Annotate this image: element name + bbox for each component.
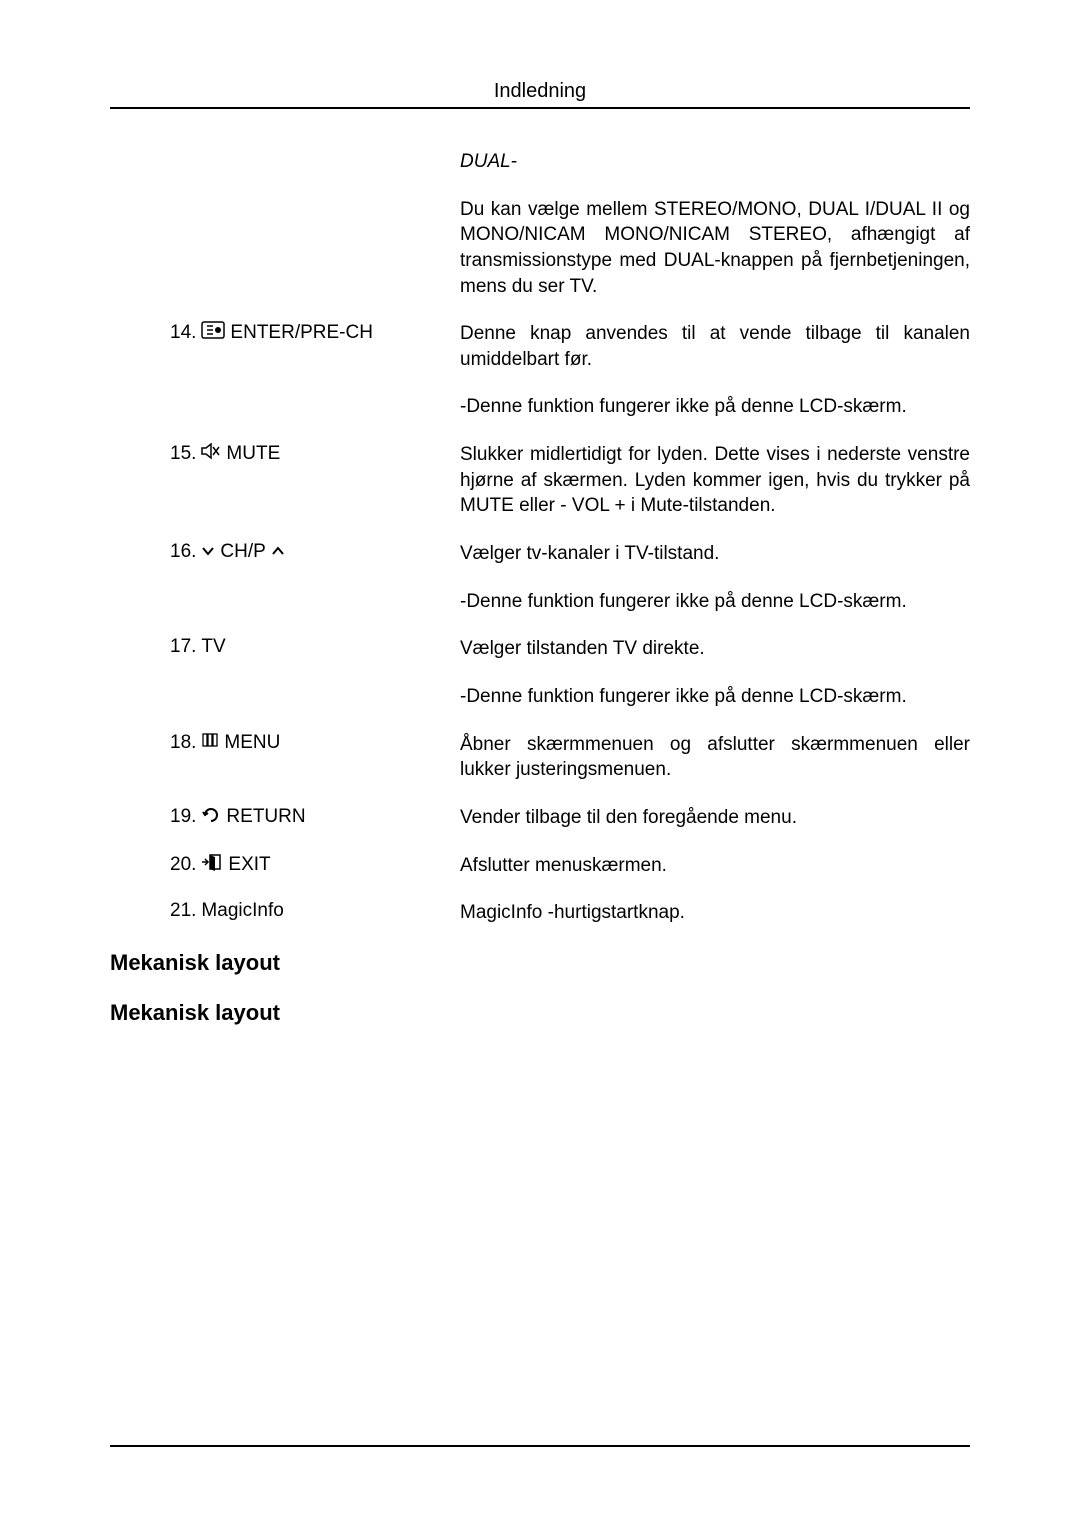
list-item: 16. CH/P Vælger tv-kanaler i TV-tilstand… [170, 541, 970, 567]
item-label-col: 19. RETURN [170, 805, 460, 829]
item-desc: Afslutter menuskærmen. [460, 853, 970, 879]
item-label: TV [201, 636, 225, 658]
item-label-col: 16. CH/P [170, 541, 460, 563]
item-number: 18. [170, 732, 196, 754]
footer-rule [110, 1445, 970, 1447]
chevron-up-icon [271, 541, 285, 563]
item-desc2: -Denne funktion fungerer ikke på denne L… [460, 589, 970, 615]
page-header: Indledning [110, 80, 970, 109]
item-label-col: 15. MUTE [170, 442, 460, 466]
item-label: ENTER/PRE-CH [230, 322, 373, 344]
content-section: DUAL- Du kan vælge mellem STEREO/MONO, D… [170, 149, 970, 926]
dual-desc: Du kan vælge mellem STEREO/MONO, DUAL I/… [460, 197, 970, 300]
item-label: MUTE [226, 443, 280, 465]
item-label-col: 17. TV [170, 636, 460, 658]
header-title: Indledning [494, 80, 586, 102]
item-number: 16. [170, 541, 196, 563]
page-container: Indledning DUAL- Du kan vælge mellem STE… [0, 0, 1080, 1026]
item-label-col: 14. ENTER/PRE-CH [170, 321, 460, 345]
list-item: 14. ENTER/PRE-CH Denne knap anvendes til… [170, 321, 970, 372]
list-item-note: -Denne funktion fungerer ikke på denne L… [170, 684, 970, 710]
item-desc: Vælger tv-kanaler i TV-tilstand. [460, 541, 970, 567]
return-icon [201, 805, 221, 829]
section-heading-2: Mekanisk layout [110, 1000, 970, 1026]
list-item: 18. MENU Åbner skærmmenuen og afslutter … [170, 732, 970, 783]
item-label: MagicInfo [201, 900, 283, 922]
item-desc: Åbner skærmmenuen og afslutter skærmmenu… [460, 732, 970, 783]
list-item-note: -Denne funktion fungerer ikke på denne L… [170, 589, 970, 615]
item-label-col: 18. MENU [170, 732, 460, 754]
menu-icon [201, 732, 219, 754]
list-item: 20. EXIT Afslutter menuskærmen. [170, 853, 970, 879]
item-label-col: 21. MagicInfo [170, 900, 460, 922]
item-number: 20. [170, 854, 196, 876]
enter-prech-icon [201, 321, 225, 345]
mute-icon [201, 442, 221, 466]
item-desc: Vender tilbage til den foregående menu. [460, 805, 970, 831]
item-desc: Vælger tilstanden TV direkte. [460, 636, 970, 662]
item-number: 19. [170, 806, 196, 828]
list-item: 15. MUTE Slukker midlertidigt for lyden.… [170, 442, 970, 519]
list-item-note: -Denne funktion fungerer ikke på denne L… [170, 394, 970, 420]
list-item: 17. TV Vælger tilstanden TV direkte. [170, 636, 970, 662]
item-label: MENU [224, 732, 280, 754]
item-desc: Slukker midlertidigt for lyden. Dette vi… [460, 442, 970, 519]
item-desc: MagicInfo -hurtigstartknap. [460, 900, 970, 926]
dual-heading: DUAL- [460, 149, 970, 175]
item-label: RETURN [226, 806, 305, 828]
section-heading-1: Mekanisk layout [110, 950, 970, 976]
item-number: 14. [170, 322, 196, 344]
item-number: 15. [170, 443, 196, 465]
list-item: 21. MagicInfo MagicInfo -hurtigstartknap… [170, 900, 970, 926]
item-label: CH/P [220, 541, 265, 563]
item-label-col: 20. EXIT [170, 853, 460, 877]
item-label: EXIT [228, 854, 270, 876]
item-desc: Denne knap anvendes til at vende tilbage… [460, 321, 970, 372]
dual-desc-row: Du kan vælge mellem STEREO/MONO, DUAL I/… [170, 197, 970, 300]
list-item: 19. RETURN Vender tilbage til den foregå… [170, 805, 970, 831]
item-desc2: -Denne funktion fungerer ikke på denne L… [460, 394, 970, 420]
item-number: 21. [170, 900, 196, 922]
dual-heading-row: DUAL- [170, 149, 970, 175]
item-desc2: -Denne funktion fungerer ikke på denne L… [460, 684, 970, 710]
chevron-down-icon [201, 541, 215, 563]
exit-icon [201, 853, 223, 877]
item-number: 17. [170, 636, 196, 658]
